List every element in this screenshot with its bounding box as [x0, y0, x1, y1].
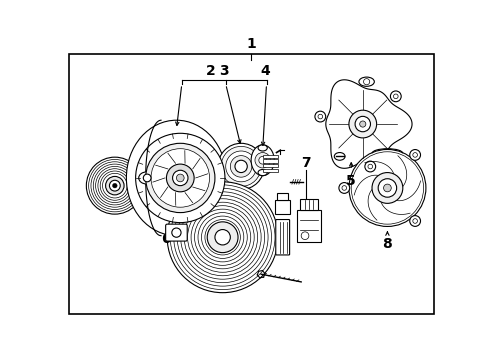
Circle shape [318, 114, 322, 119]
Circle shape [235, 160, 247, 172]
FancyBboxPatch shape [276, 220, 290, 255]
Circle shape [167, 164, 194, 192]
Circle shape [349, 149, 426, 226]
Bar [263, 159, 278, 163]
Circle shape [393, 94, 398, 99]
Circle shape [413, 153, 417, 157]
Circle shape [105, 176, 124, 195]
Circle shape [151, 149, 210, 207]
Circle shape [226, 151, 257, 182]
Ellipse shape [258, 145, 268, 151]
Text: 6: 6 [161, 232, 171, 246]
Circle shape [109, 180, 120, 191]
Bar [275, 200, 291, 214]
Circle shape [221, 147, 261, 186]
Ellipse shape [359, 77, 374, 86]
Text: 3: 3 [220, 64, 229, 78]
Circle shape [349, 110, 377, 138]
Circle shape [315, 111, 326, 122]
Ellipse shape [334, 153, 345, 160]
Circle shape [255, 153, 270, 168]
Circle shape [364, 78, 369, 85]
Circle shape [410, 216, 420, 226]
Circle shape [207, 222, 238, 253]
Polygon shape [326, 80, 412, 168]
Ellipse shape [251, 145, 274, 176]
Circle shape [410, 149, 420, 160]
Circle shape [413, 219, 417, 223]
Circle shape [146, 143, 215, 213]
Ellipse shape [126, 120, 226, 236]
Circle shape [86, 157, 143, 214]
Circle shape [378, 179, 397, 197]
Bar [296, 210, 321, 242]
Circle shape [176, 174, 184, 182]
Circle shape [218, 143, 264, 189]
Circle shape [172, 228, 181, 237]
Bar [300, 199, 318, 210]
Circle shape [259, 156, 267, 164]
Circle shape [143, 174, 151, 182]
Circle shape [342, 186, 346, 190]
Circle shape [172, 170, 188, 186]
Circle shape [360, 121, 366, 127]
Ellipse shape [139, 172, 156, 184]
Bar [277, 193, 288, 200]
Bar [263, 155, 278, 158]
Text: 1: 1 [246, 37, 256, 51]
Circle shape [391, 91, 401, 102]
Circle shape [136, 133, 225, 222]
Text: 5: 5 [346, 174, 356, 188]
Circle shape [113, 183, 117, 188]
Text: 2: 2 [206, 64, 216, 78]
Circle shape [384, 184, 392, 192]
Text: 8: 8 [383, 237, 392, 251]
FancyBboxPatch shape [166, 224, 187, 241]
Circle shape [230, 156, 252, 177]
Circle shape [167, 182, 278, 293]
Circle shape [368, 164, 372, 169]
Circle shape [89, 159, 141, 212]
Circle shape [355, 116, 370, 132]
Circle shape [339, 183, 350, 193]
Bar [263, 164, 278, 167]
Circle shape [301, 232, 309, 239]
Circle shape [372, 172, 403, 203]
Circle shape [365, 161, 376, 172]
Ellipse shape [258, 170, 268, 176]
Text: 7: 7 [301, 156, 311, 170]
Text: 4: 4 [260, 64, 270, 78]
Circle shape [215, 230, 230, 245]
Bar [263, 169, 278, 172]
